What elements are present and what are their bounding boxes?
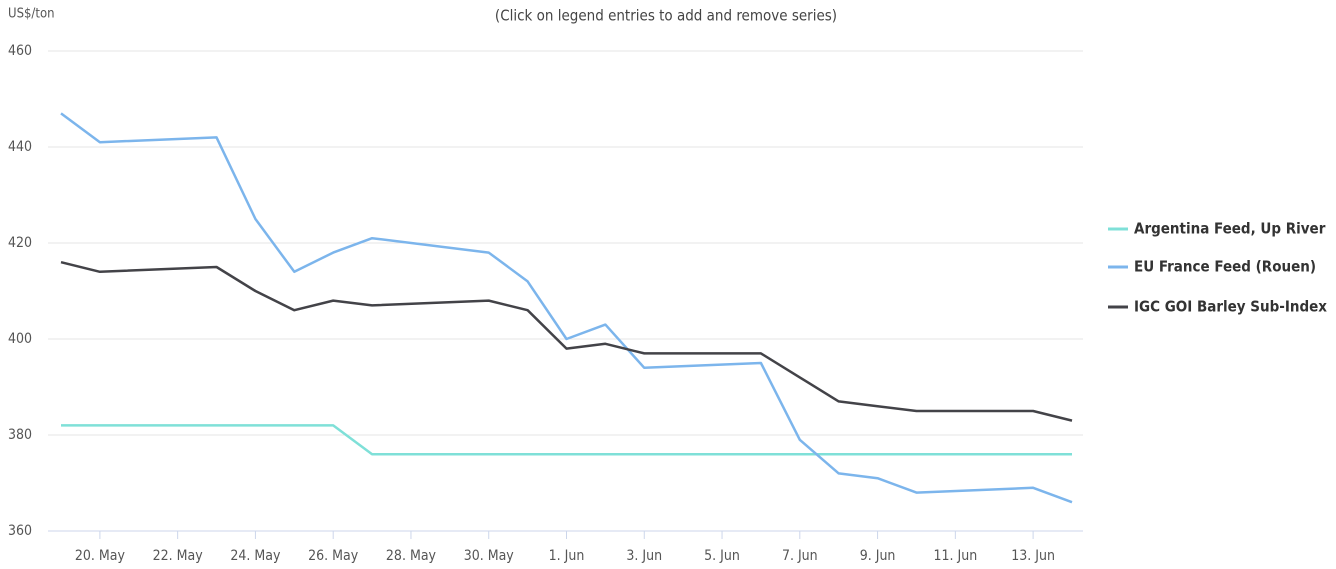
legend-label[interactable]: EU France Feed (Rouen): [1134, 258, 1316, 276]
y-axis-label: US$/ton: [8, 7, 55, 22]
y-tick-label: 360: [8, 523, 32, 539]
legend-item[interactable]: IGC GOI Barley Sub-Index: [1108, 298, 1327, 316]
x-tick-label: 7. Jun: [782, 548, 818, 564]
x-tick-label: 13. Jun: [1011, 548, 1055, 564]
series-line-group: [61, 424, 1072, 456]
series-line-group: [60, 260, 1073, 422]
legend-item[interactable]: Argentina Feed, Up River: [1108, 220, 1326, 238]
legend-item[interactable]: EU France Feed (Rouen): [1108, 258, 1316, 276]
y-tick-label: 400: [8, 331, 32, 347]
y-tick-label: 380: [8, 427, 32, 443]
x-tick-label: 5. Jun: [704, 548, 740, 564]
x-tick-label: 22. May: [153, 548, 204, 564]
y-tick-label: 440: [8, 139, 32, 155]
legend-label[interactable]: IGC GOI Barley Sub-Index: [1134, 298, 1327, 316]
series-line: [60, 112, 1073, 504]
x-tick-label: 28. May: [386, 548, 437, 564]
chart-subtitle: (Click on legend entries to add and remo…: [495, 7, 837, 25]
x-tick-label: 9. Jun: [860, 548, 896, 564]
legend-label[interactable]: Argentina Feed, Up River: [1134, 220, 1326, 238]
x-tick-label: 20. May: [75, 548, 126, 564]
x-tick-label: 3. Jun: [626, 548, 662, 564]
x-tick-label: 1. Jun: [549, 548, 585, 564]
y-tick-label: 420: [8, 235, 32, 251]
x-tick-label: 11. Jun: [933, 548, 977, 564]
series-line: [60, 260, 1073, 422]
x-tick-label: 30. May: [464, 548, 515, 564]
x-tick-label: 24. May: [230, 548, 281, 564]
series-line: [61, 424, 1072, 456]
series-line-group: [60, 112, 1073, 504]
x-tick-label: 26. May: [308, 548, 359, 564]
y-tick-label: 460: [8, 43, 32, 59]
